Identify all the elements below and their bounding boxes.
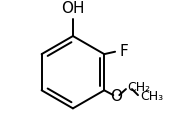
Text: O: O xyxy=(110,89,122,104)
Text: CH₂: CH₂ xyxy=(128,81,151,94)
Text: F: F xyxy=(120,44,129,59)
Text: CH₃: CH₃ xyxy=(140,90,163,103)
Text: OH: OH xyxy=(61,1,85,16)
